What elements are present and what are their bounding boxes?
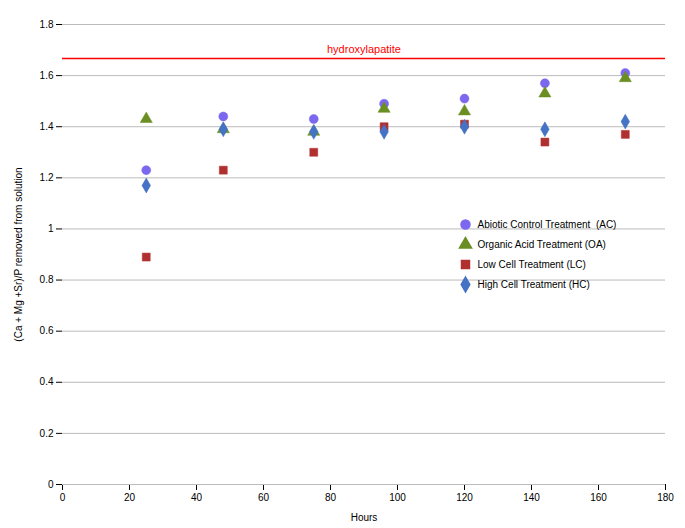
- svg-text:40: 40: [191, 492, 203, 503]
- svg-text:120: 120: [456, 492, 473, 503]
- svg-text:60: 60: [258, 492, 270, 503]
- svg-text:0: 0: [48, 479, 54, 490]
- svg-text:0.8: 0.8: [40, 274, 54, 285]
- svg-text:Organic Acid Treatment (OA): Organic Acid Treatment (OA): [478, 239, 606, 250]
- svg-text:0: 0: [60, 492, 66, 503]
- svg-text:1.2: 1.2: [40, 172, 54, 183]
- svg-text:1: 1: [48, 223, 54, 234]
- svg-text:20: 20: [124, 492, 136, 503]
- svg-text:80: 80: [325, 492, 337, 503]
- svg-text:160: 160: [590, 492, 607, 503]
- svg-text:Hours: Hours: [351, 512, 378, 523]
- svg-text:0.2: 0.2: [40, 428, 54, 439]
- svg-text:100: 100: [389, 492, 406, 503]
- svg-text:1.8: 1.8: [40, 19, 54, 30]
- svg-text:1.6: 1.6: [40, 70, 54, 81]
- svg-text:0.4: 0.4: [40, 376, 54, 387]
- svg-text:140: 140: [523, 492, 540, 503]
- svg-text:0.6: 0.6: [40, 325, 54, 336]
- svg-text:Abiotic Control Treatment (AC: Abiotic Control Treatment (AC): [478, 219, 617, 230]
- svg-text:180: 180: [657, 492, 674, 503]
- svg-text:(Ca + Mg +Sr)/P removed from s: (Ca + Mg +Sr)/P removed from solution: [13, 167, 24, 341]
- svg-text:1.4: 1.4: [40, 121, 54, 132]
- svg-text:High Cell Treatment (HC): High Cell Treatment (HC): [478, 279, 590, 290]
- svg-text:hydroxylapatite: hydroxylapatite: [327, 43, 401, 55]
- svg-text:Low Cell Treatment (LC): Low Cell Treatment (LC): [478, 259, 586, 270]
